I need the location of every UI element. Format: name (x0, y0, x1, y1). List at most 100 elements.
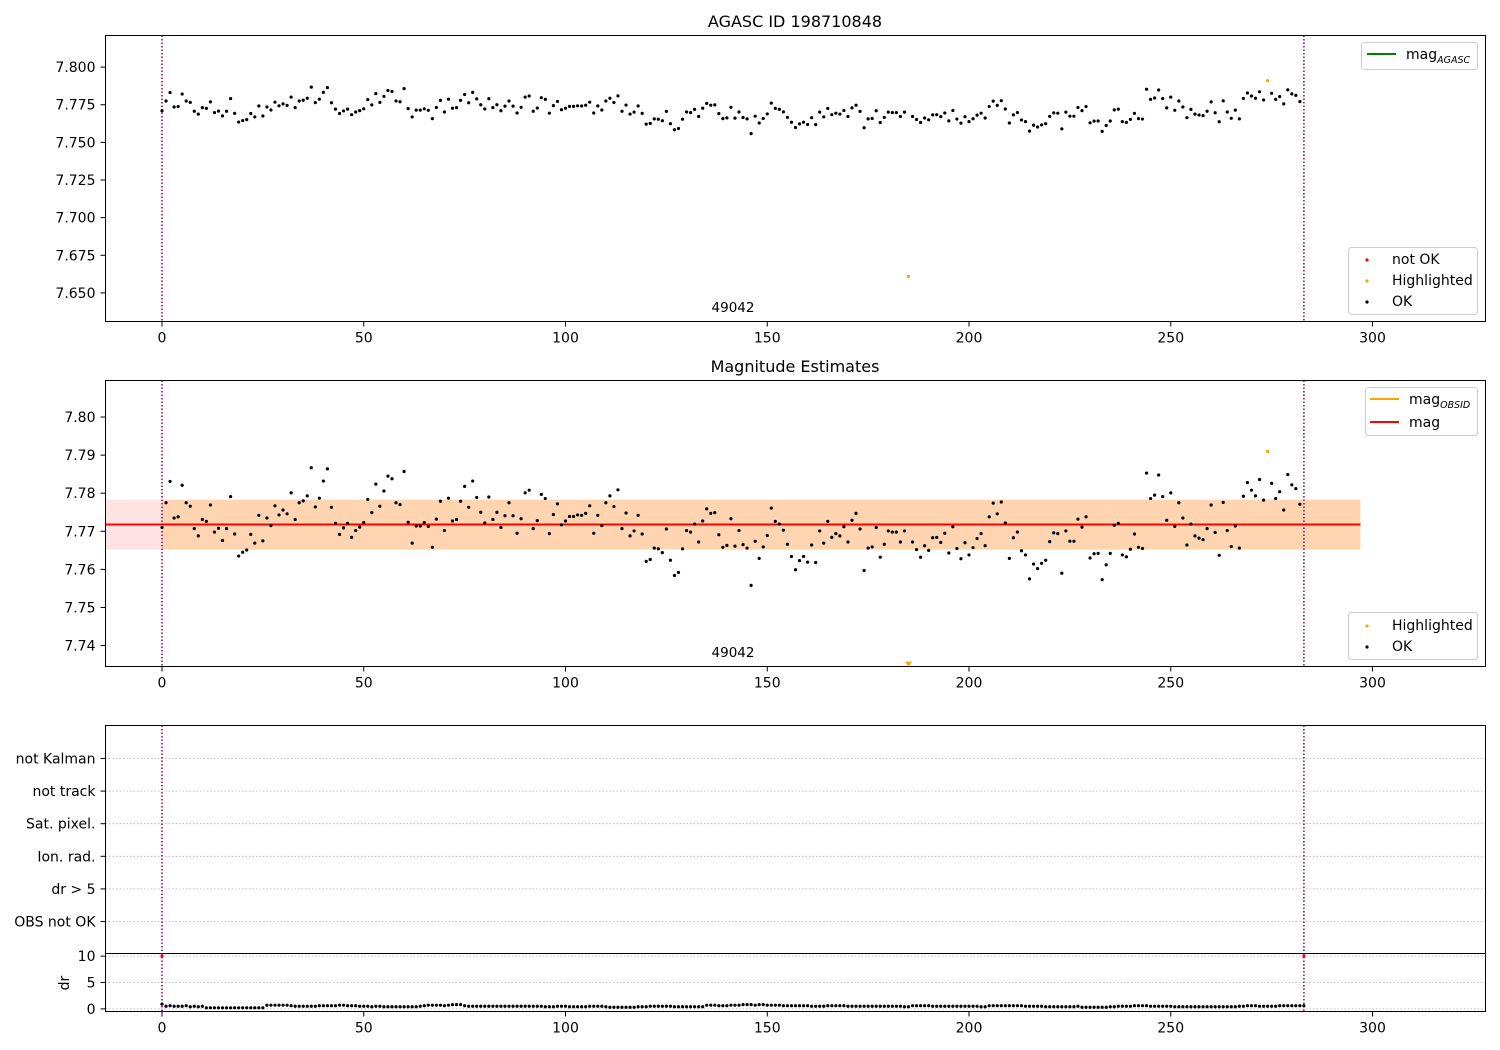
dr-point-dr (1100, 1005, 1104, 1009)
estimates-point-ok (442, 528, 447, 533)
dr-point-dr (1128, 1004, 1133, 1008)
agasc-point-ok (979, 111, 983, 115)
dr-point-dr (684, 1005, 689, 1009)
agasc-point-ok (261, 114, 265, 118)
estimates-point-ok (866, 546, 870, 550)
legend-dot-ok (1365, 300, 1369, 304)
dr-point-dr (305, 1004, 309, 1008)
agasc-xtick-label: 50 (355, 331, 373, 347)
dr-point-dr (479, 1004, 483, 1008)
dr-point-dr (1023, 1004, 1028, 1008)
estimates-point-ok (1132, 532, 1137, 536)
estimates-point-ok (527, 488, 531, 492)
estimates-point-ok (963, 541, 967, 545)
agasc-point-ok (1294, 93, 1298, 98)
estimates-point-ok (434, 517, 438, 521)
estimates-point-ok (749, 583, 753, 587)
estimates-point-ok (684, 528, 689, 533)
estimates-point-ok (321, 479, 325, 483)
dr-point-dr (499, 1004, 503, 1008)
estimates-point-ok (1173, 524, 1177, 528)
estimates-point-ok (854, 511, 858, 516)
estimates-point-ok (1100, 578, 1104, 582)
estimates-point-ok (422, 520, 426, 525)
estimates-point-ok (971, 546, 975, 550)
estimates-point-ok (511, 514, 515, 518)
agasc-point-ok (818, 110, 822, 114)
estimates-point-ok (999, 500, 1003, 504)
agasc-point-ok (325, 85, 330, 90)
agasc-point-ok (624, 103, 628, 107)
estimates-point-ok (1153, 493, 1157, 497)
estimates-point-ok (463, 484, 467, 488)
agasc-point-ok (999, 99, 1003, 103)
agasc-point-ok (1104, 123, 1108, 128)
estimates-point-ok (1056, 531, 1060, 536)
estimates-point-ok (886, 529, 890, 533)
estimates-point-ok (1253, 494, 1258, 498)
dr-point-dr (346, 1004, 350, 1008)
estimates-point-ok (547, 531, 551, 536)
agasc-point-ok (1112, 108, 1116, 112)
dr-point-dr (1003, 1004, 1007, 1008)
dr-point-dr (475, 1004, 479, 1008)
agasc-point-ok (1290, 92, 1294, 96)
dr-point-dr (519, 1004, 523, 1008)
agasc-point-ok (801, 120, 806, 124)
dr-point-dr (261, 1006, 265, 1010)
estimates-point-ok (212, 530, 217, 534)
agasc-point-ok (947, 119, 951, 123)
agasc-point-ok (1096, 119, 1100, 123)
agasc-ytick-label: 7.725 (55, 173, 95, 189)
agasc-point-ok (717, 112, 721, 116)
dr-point-dr (1217, 1005, 1221, 1009)
dr-point-dr (1080, 1005, 1084, 1009)
agasc-point-ok (1257, 90, 1262, 94)
estimates-point-ok (1205, 527, 1209, 531)
dr-point-dr (656, 1004, 660, 1008)
dr-point-dr (761, 1003, 765, 1007)
agasc-point-ok (1177, 99, 1181, 103)
agasc-point-ok (1253, 96, 1258, 100)
agasc-point-ok (438, 98, 443, 102)
estimates-point-ok (390, 477, 394, 481)
estimates-point-ok (668, 558, 673, 562)
dr-point-dr (257, 1006, 261, 1010)
estimates-point-ok (1157, 473, 1161, 477)
agasc-point-ok (216, 109, 221, 113)
agasc-point-ok (547, 111, 551, 115)
estimates-point-ok (471, 479, 475, 483)
estimates-point-ok (1036, 567, 1040, 571)
agasc-point-ok (697, 114, 701, 119)
dr-point-dr (467, 1004, 471, 1008)
dr-point-dr (1072, 1005, 1076, 1009)
estimates-ytick-label: 7.77 (64, 524, 95, 540)
dr-point-dr (366, 1004, 370, 1008)
dr-point-dr (265, 1003, 269, 1007)
agasc-point-ok (333, 107, 338, 111)
dr-point-dr (398, 1005, 402, 1009)
agasc-point-ok (1040, 123, 1044, 127)
estimates-point-ok (979, 531, 983, 536)
agasc-point-ok (923, 116, 927, 120)
dr-point-dr (628, 1005, 632, 1009)
estimates-point-ok (192, 527, 196, 531)
agasc-point-ok (1116, 107, 1120, 111)
dr-point-dr (1161, 1004, 1165, 1008)
dr-point-dr (874, 1004, 878, 1008)
agasc-point-ok (991, 99, 995, 103)
agasc-point-ok (753, 114, 757, 118)
dr-xtick-label: 200 (956, 1021, 983, 1037)
agasc-point-ok (931, 113, 935, 117)
estimates-point-ok (475, 495, 479, 500)
estimates-point-ok (1052, 531, 1056, 535)
agasc-point-ok (471, 90, 475, 94)
dr-point-dr (914, 1004, 919, 1008)
dr-point-dr (180, 1004, 184, 1008)
dr-point-dr (975, 1004, 979, 1008)
agasc-point-ok (458, 98, 463, 102)
agasc-point-ok (1161, 96, 1165, 101)
estimates-point-ok (200, 517, 204, 522)
agasc-point-ok (475, 97, 479, 101)
agasc-point-ok (293, 106, 297, 110)
